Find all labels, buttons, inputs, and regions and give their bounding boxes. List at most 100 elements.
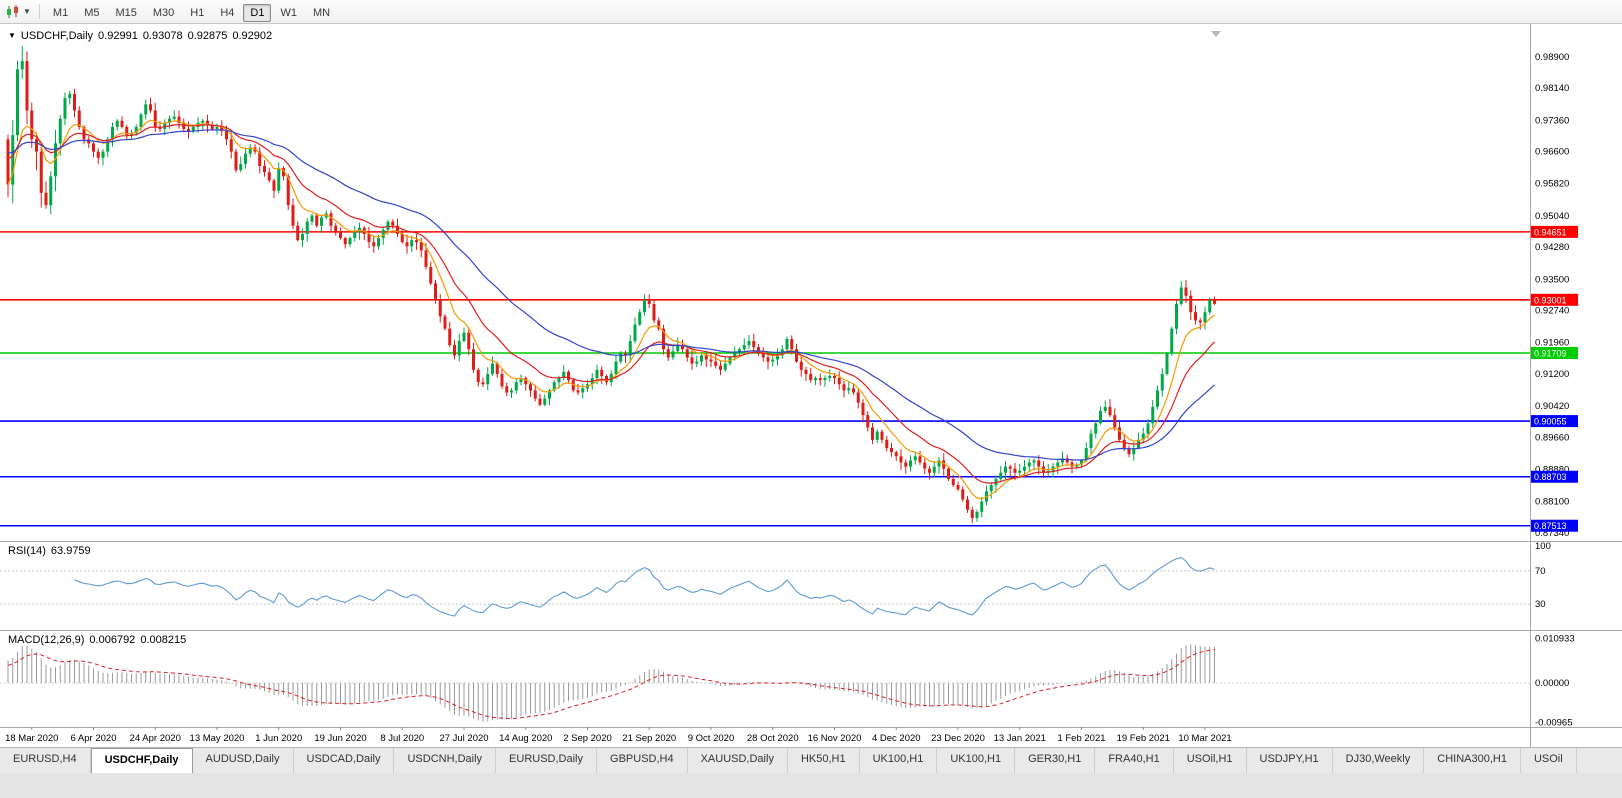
quote-line: ▼ USDCHF,Daily 0.92991 0.93078 0.92875 0.9290… <box>8 30 277 42</box>
timeframe-button-d1[interactable]: D1 <box>243 3 272 22</box>
quote-symbol: USDCHF,Daily <box>20 30 94 42</box>
quote-open: 0.92991 <box>98 30 138 42</box>
svg-text:28 Oct 2020: 28 Oct 2020 <box>747 733 799 744</box>
timeframe-button-h1[interactable]: H1 <box>190 6 205 19</box>
chart-tab-usdcad-daily[interactable]: USDCAD,Daily <box>294 748 395 773</box>
rsi-value: 63.9759 <box>50 545 91 557</box>
quote-low: 0.92875 <box>187 30 228 42</box>
chart-tab-bar: EURUSD,H4 USDCHF,Daily AUDUSD,Daily USDCAD,… <box>0 747 1622 773</box>
macd-layer <box>7 644 1215 722</box>
macd-indicator-label: MACD(12,26,9) 0.006792 0.008215 <box>8 634 191 646</box>
chart-tab-fra40-h1[interactable]: FRA40,H1 <box>1095 748 1174 773</box>
svg-text:0.92740: 0.92740 <box>1535 306 1569 317</box>
svg-text:0.94280: 0.94280 <box>1535 242 1569 253</box>
macd-value-main: 0.006792 <box>89 634 136 646</box>
macd-title: MACD(12,26,9) <box>8 634 85 646</box>
svg-text:0.88703: 0.88703 <box>1534 472 1567 482</box>
timeframe-button-m5[interactable]: M5 <box>84 6 100 19</box>
svg-text:0.00000: 0.00000 <box>1535 678 1569 689</box>
timeframe-button-m30[interactable]: M30 <box>152 6 175 19</box>
svg-text:30: 30 <box>1535 599 1546 610</box>
chart-tab-usoil-h1[interactable]: USOil,H1 <box>1174 748 1247 773</box>
svg-text:19 Feb 2021: 19 Feb 2021 <box>1117 733 1170 744</box>
candlestick-chart-icon[interactable] <box>5 4 21 19</box>
svg-text:18 Mar 2020: 18 Mar 2020 <box>5 733 58 744</box>
toolbar-separator <box>38 4 40 19</box>
chart-tab-ger30-h1[interactable]: GER30,H1 <box>1015 748 1096 773</box>
svg-text:0.97360: 0.97360 <box>1535 115 1569 126</box>
svg-text:9 Oct 2020: 9 Oct 2020 <box>688 733 734 744</box>
macd-value-signal: 0.008215 <box>140 634 187 646</box>
chart-tab-dj30-weekly[interactable]: DJ30,Weekly <box>1333 748 1425 773</box>
axes-layer: 0.98900 0.98140 0.97360 0.96600 0.95820 0.950… <box>0 24 1622 747</box>
svg-text:23 Dec 2020: 23 Dec 2020 <box>931 733 985 744</box>
chart-tab-usoil[interactable]: USOil <box>1521 748 1577 773</box>
svg-text:27 Jul 2020: 27 Jul 2020 <box>439 733 488 744</box>
svg-text:-0.00965: -0.00965 <box>1535 717 1573 728</box>
timeframe-button-m15[interactable]: M15 <box>115 6 137 19</box>
toolbar: ▼ M1 M5 M15 M30 H1 H4 D1 W1 MN <box>0 0 1622 24</box>
svg-text:0.94651: 0.94651 <box>1534 227 1567 237</box>
timeframe-button-mn[interactable]: MN <box>312 6 331 19</box>
chart-tab-xauusd-daily[interactable]: XAUUSD,Daily <box>688 748 788 773</box>
chart-tab-audusd-daily[interactable]: AUDUSD,Daily <box>193 748 294 773</box>
chevron-down-icon[interactable]: ▼ <box>23 7 31 16</box>
svg-text:0.93001: 0.93001 <box>1534 295 1567 305</box>
rsi-layer <box>74 557 1215 617</box>
svg-text:0.89660: 0.89660 <box>1535 432 1569 443</box>
svg-text:24 Apr 2020: 24 Apr 2020 <box>130 733 181 744</box>
svg-text:0.88100: 0.88100 <box>1535 497 1569 508</box>
chart-tab-usdjpy-h1[interactable]: USDJPY,H1 <box>1247 748 1333 773</box>
svg-text:0.93500: 0.93500 <box>1535 274 1569 285</box>
chart-tab-uk100-h1[interactable]: UK100,H1 <box>937 748 1016 773</box>
svg-text:0.90055: 0.90055 <box>1534 417 1567 427</box>
chart-tab-hk50-h1[interactable]: HK50,H1 <box>788 748 860 773</box>
chart-tab-eurusd-h4[interactable]: EURUSD,H4 <box>0 748 91 773</box>
svg-text:0.95820: 0.95820 <box>1535 179 1569 190</box>
svg-text:6 Apr 2020: 6 Apr 2020 <box>71 733 117 744</box>
svg-text:0.90420: 0.90420 <box>1535 401 1569 412</box>
chart-tab-usdchf-daily[interactable]: USDCHF,Daily <box>90 748 193 773</box>
chart-tab-eurusd-daily[interactable]: EURUSD,Daily <box>496 748 598 773</box>
svg-text:0.91709: 0.91709 <box>1534 348 1567 358</box>
svg-text:0.91200: 0.91200 <box>1535 369 1569 380</box>
timeframe-button-group: M1 M5 M15 M30 H1 H4 D1 W1 MN <box>45 3 338 22</box>
svg-text:2 Sep 2020: 2 Sep 2020 <box>563 733 612 744</box>
rsi-indicator-label: RSI(14) 63.9759 <box>8 545 96 557</box>
candlestick-layer <box>6 46 1216 524</box>
chart-tab-uk100-h1[interactable]: UK100,H1 <box>860 748 938 773</box>
svg-text:8 Jul 2020: 8 Jul 2020 <box>380 733 424 744</box>
chart-canvas[interactable]: 0.98900 0.98140 0.97360 0.96600 0.95820 0.950… <box>0 0 1622 747</box>
moving-average-lines <box>7 119 1215 500</box>
quote-high: 0.93078 <box>142 30 183 42</box>
triangle-down-icon[interactable]: ▼ <box>8 31 16 40</box>
window-bottom-strip <box>0 773 1622 798</box>
svg-text:0.95040: 0.95040 <box>1535 211 1569 222</box>
chart-tab-usdcnh-daily[interactable]: USDCNH,Daily <box>394 748 497 773</box>
svg-text:19 Jun 2020: 19 Jun 2020 <box>314 733 366 744</box>
svg-text:0.98900: 0.98900 <box>1535 52 1569 63</box>
svg-text:100: 100 <box>1535 541 1551 552</box>
svg-text:16 Nov 2020: 16 Nov 2020 <box>808 733 862 744</box>
svg-text:0.87340: 0.87340 <box>1535 528 1569 539</box>
svg-text:0.010933: 0.010933 <box>1535 633 1575 644</box>
svg-text:0.98140: 0.98140 <box>1535 83 1569 94</box>
svg-text:14 Aug 2020: 14 Aug 2020 <box>499 733 552 744</box>
timeframe-button-h4[interactable]: H4 <box>220 6 235 19</box>
chart-tab-china300-h1[interactable]: CHINA300,H1 <box>1424 748 1521 773</box>
svg-text:0.88880: 0.88880 <box>1535 464 1569 475</box>
svg-text:1 Jun 2020: 1 Jun 2020 <box>255 733 302 744</box>
timeframe-button-m1[interactable]: M1 <box>52 6 69 19</box>
chart-tab-gbpusd-h4[interactable]: GBPUSD,H4 <box>597 748 688 773</box>
svg-text:21 Sep 2020: 21 Sep 2020 <box>622 733 676 744</box>
svg-text:13 Jan 2021: 13 Jan 2021 <box>994 733 1046 744</box>
chart-shift-marker-icon[interactable] <box>1211 31 1221 37</box>
svg-text:0.87513: 0.87513 <box>1534 521 1567 531</box>
svg-text:0.96600: 0.96600 <box>1535 147 1569 158</box>
rsi-title: RSI(14) <box>8 545 46 557</box>
quote-close: 0.92902 <box>232 30 273 42</box>
timeframe-button-w1[interactable]: W1 <box>280 6 297 19</box>
svg-text:10 Mar 2021: 10 Mar 2021 <box>1178 733 1231 744</box>
svg-text:1 Feb 2021: 1 Feb 2021 <box>1057 733 1105 744</box>
